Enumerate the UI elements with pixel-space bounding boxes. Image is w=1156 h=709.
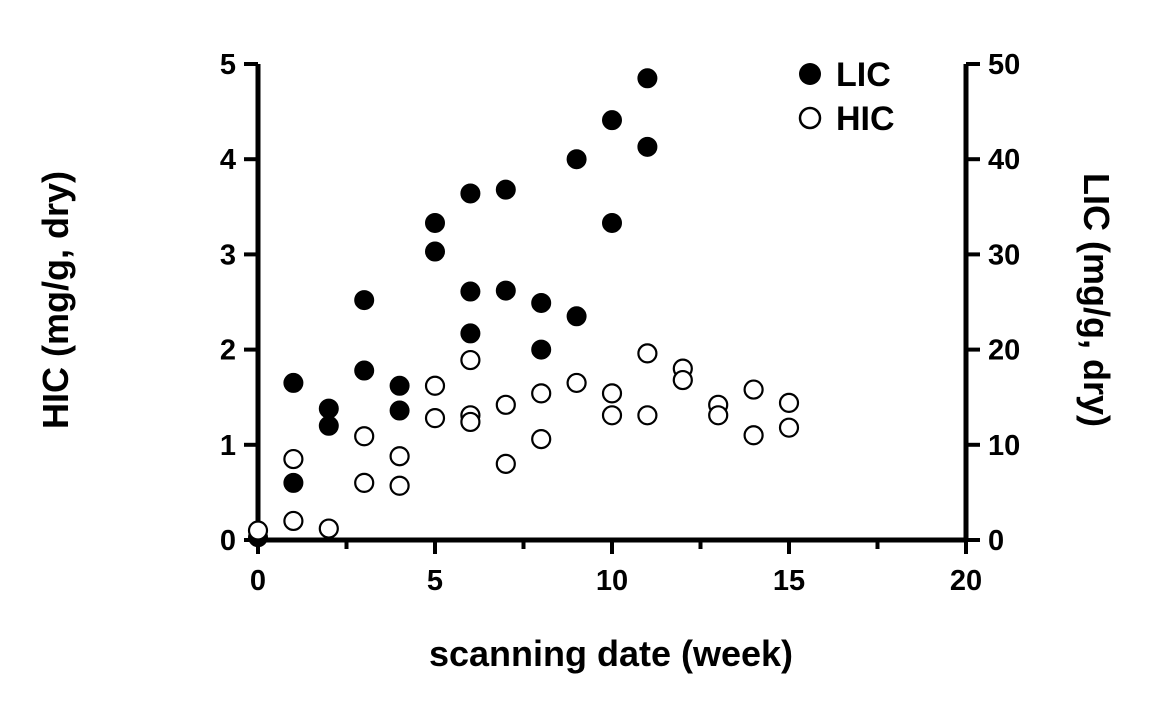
hic-point [424, 375, 446, 396]
hic-point [318, 518, 339, 539]
lic-point [495, 280, 516, 301]
hic-point [637, 405, 658, 426]
hic-point [601, 405, 623, 426]
lic-point [602, 110, 622, 131]
legend: LIC HIC [798, 56, 895, 138]
y-left-tick-label: 1 [220, 430, 236, 462]
y-right-tick-label: 10 [988, 430, 1020, 462]
lic-point [460, 323, 481, 344]
hic-point [743, 425, 764, 446]
x-tick-label: 10 [596, 565, 628, 597]
lic-point [531, 292, 552, 313]
hic-point [354, 472, 375, 493]
lic-point [602, 212, 622, 233]
x-tick-label: 5 [427, 565, 443, 597]
lic-point [531, 339, 552, 360]
hic-point [460, 349, 481, 371]
hic-point [389, 446, 410, 467]
y-left-tick-label: 5 [220, 49, 236, 81]
x-tick-label: 0 [250, 565, 266, 597]
legend-marker-hic [798, 106, 822, 130]
y-axis-left-title: HIC (mg/g, dry) [35, 171, 76, 429]
y-right-tick-label: 20 [988, 335, 1020, 367]
y-left-tick-label: 4 [220, 144, 236, 176]
x-tick-label: 20 [950, 565, 982, 597]
lic-point [354, 290, 375, 311]
hic-point [354, 426, 375, 447]
lic-point [354, 360, 375, 381]
hic-point [778, 392, 800, 414]
x-axis-title: scanning date (week) [429, 633, 793, 674]
hic-point [778, 417, 800, 438]
lic-point [637, 136, 658, 157]
y-left-tick-label: 0 [220, 525, 236, 557]
y-right-tick-label: 50 [988, 49, 1020, 81]
lic-point [283, 372, 304, 393]
hic-point [531, 428, 552, 450]
hic-point [531, 383, 552, 404]
lic-point [566, 306, 587, 327]
hic-point [424, 408, 446, 429]
legend-label-hic: HIC [836, 100, 895, 138]
hic-point [566, 372, 587, 394]
hic-point [601, 383, 623, 404]
y-right-tick-label: 0 [988, 525, 1004, 557]
lic-point [566, 149, 587, 170]
lic-point [389, 375, 410, 396]
lic-point [637, 68, 658, 89]
legend-label-lic: LIC [836, 56, 891, 94]
lic-point [425, 241, 445, 262]
data-points [247, 68, 800, 548]
lic-point [495, 179, 516, 200]
lic-point [318, 415, 339, 436]
hic-point [672, 369, 693, 391]
hic-point [460, 411, 481, 433]
hic-point [495, 394, 516, 415]
lic-point [389, 400, 410, 421]
y-right-tick-label: 30 [988, 239, 1020, 271]
lic-point [425, 212, 445, 233]
hic-point [708, 405, 729, 426]
hic-point [495, 453, 516, 474]
lic-point [460, 183, 481, 204]
hic-point [389, 475, 410, 496]
lic-point [318, 398, 339, 419]
hic-point [283, 510, 304, 532]
y-axis-right-title: LIC (mg/g, dry) [1076, 173, 1117, 427]
hic-point [743, 379, 764, 400]
lic-point [283, 472, 304, 493]
legend-marker-lic [799, 63, 821, 85]
hic-point [283, 448, 304, 470]
y-left-tick-label: 3 [220, 239, 236, 271]
lic-point [460, 281, 481, 302]
hic-point [247, 520, 269, 541]
x-tick-label: 15 [773, 565, 805, 597]
hic-point [637, 343, 658, 364]
y-left-tick-label: 2 [220, 335, 236, 367]
y-right-tick-label: 40 [988, 144, 1020, 176]
